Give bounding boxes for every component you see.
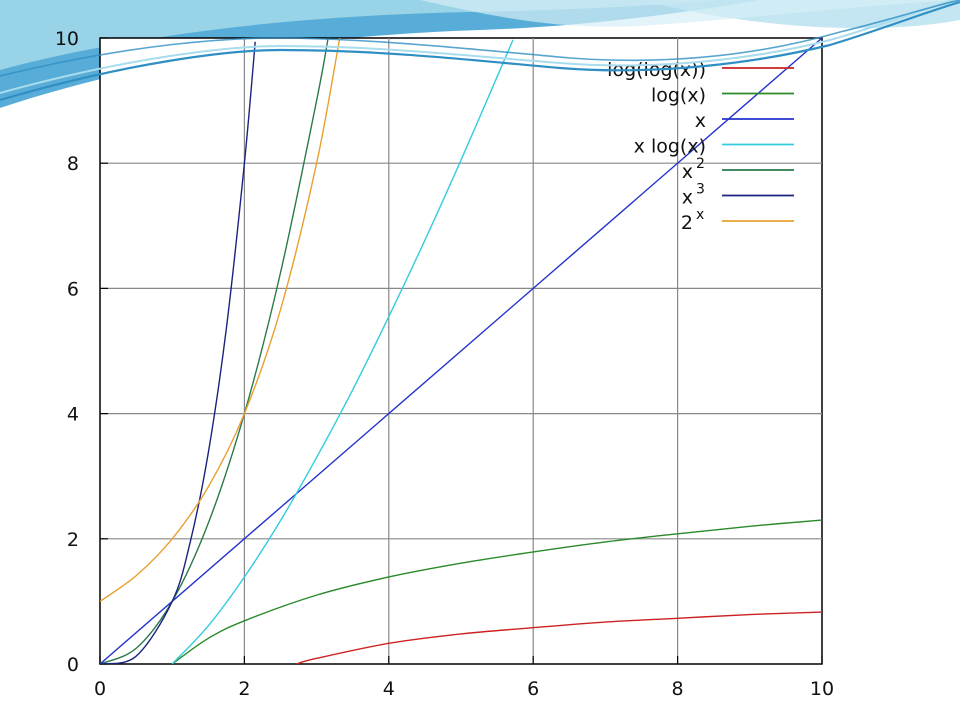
wave-shape-top xyxy=(420,0,960,27)
legend-label-superscript: 2 xyxy=(696,156,705,172)
legend-label: x log(x) xyxy=(634,136,706,158)
axes: 0 2 4 6 8 10 0 2 4 6 8 10 xyxy=(55,28,834,700)
series-x-3-line xyxy=(100,41,256,664)
wave-line-3 xyxy=(0,0,960,77)
series-group xyxy=(100,38,822,664)
legend-item: log(x) xyxy=(651,85,794,107)
wave-shape-left-light xyxy=(0,0,720,70)
y-tick-label: 10 xyxy=(55,28,79,50)
wave-line-1 xyxy=(0,0,960,102)
series-log-log-x-line xyxy=(296,611,822,664)
y-tick-label: 0 xyxy=(67,654,79,676)
y-tick-label: 4 xyxy=(67,404,79,426)
legend-label: 2 xyxy=(681,212,693,234)
legend-label: x xyxy=(682,161,693,183)
legend-label: x xyxy=(682,187,693,209)
series-2-x-line xyxy=(100,38,341,602)
legend: log(log(x))log(x)xx log(x)x 2x 32 x xyxy=(607,59,794,234)
legend-label: log(x) xyxy=(651,85,706,107)
x-tick-label: 2 xyxy=(238,678,250,700)
legend-item: x log(x) xyxy=(634,136,794,158)
x-tick-label: 4 xyxy=(383,678,395,700)
wave-line-2 xyxy=(0,0,957,94)
legend-label-superscript: 3 xyxy=(696,182,705,198)
grid xyxy=(100,38,822,664)
series-x-log-x-line xyxy=(171,39,514,664)
slide-wave-overlay xyxy=(0,0,960,102)
series-x-2-line xyxy=(100,38,329,664)
y-tick-label: 2 xyxy=(67,529,79,551)
x-tick-label: 6 xyxy=(527,678,539,700)
legend-label: x xyxy=(695,110,706,132)
y-tick-label: 8 xyxy=(67,153,79,175)
x-tick-label: 8 xyxy=(672,678,684,700)
series-x-line xyxy=(100,38,822,664)
series-log-x-line xyxy=(171,519,822,664)
legend-label-superscript: x xyxy=(696,207,704,223)
legend-item: x xyxy=(695,110,794,132)
y-tick-label: 6 xyxy=(67,278,79,300)
x-tick-label: 0 xyxy=(94,678,106,700)
x-tick-label: 10 xyxy=(810,678,834,700)
